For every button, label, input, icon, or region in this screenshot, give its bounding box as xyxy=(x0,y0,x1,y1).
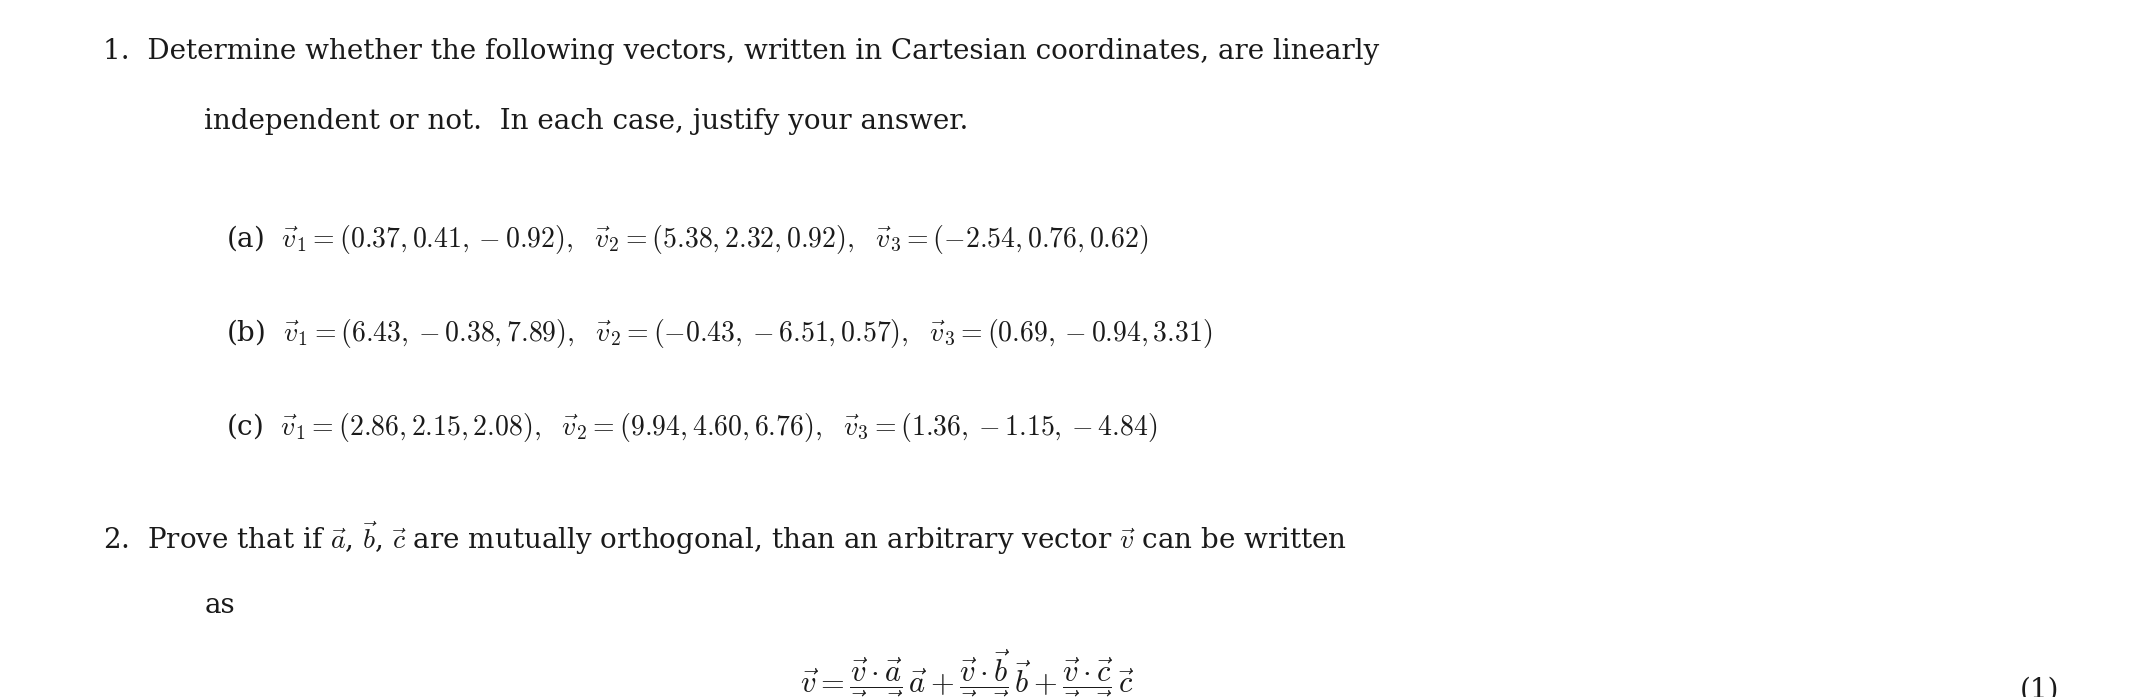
Text: 1.  Determine whether the following vectors, written in Cartesian coordinates, a: 1. Determine whether the following vecto… xyxy=(103,38,1380,66)
Text: (a)  $\vec{v}_1 = (0.37, 0.41, -0.92),\ \ \vec{v}_2 = (5.38, 2.32, 0.92),\ \ \ve: (a) $\vec{v}_1 = (0.37, 0.41, -0.92),\ \… xyxy=(226,223,1148,256)
Text: independent or not.  In each case, justify your answer.: independent or not. In each case, justif… xyxy=(204,108,970,135)
Text: (c)  $\vec{v}_1 = (2.86, 2.15, 2.08),\ \ \vec{v}_2 = (9.94, 4.60, 6.76),\ \ \vec: (c) $\vec{v}_1 = (2.86, 2.15, 2.08),\ \ … xyxy=(226,411,1157,444)
Text: as: as xyxy=(204,592,234,620)
Text: $\vec{v} = \dfrac{\vec{v} \cdot \vec{a}}{\vec{a} \cdot \vec{a}}\,\vec{a} + \dfra: $\vec{v} = \dfrac{\vec{v} \cdot \vec{a}}… xyxy=(800,648,1135,697)
Text: 2.  Prove that if $\vec{a}$, $\vec{b}$, $\vec{c}$ are mutually orthogonal, than : 2. Prove that if $\vec{a}$, $\vec{b}$, $… xyxy=(103,519,1348,557)
Text: (b)  $\vec{v}_1 = (6.43, -0.38, 7.89),\ \ \vec{v}_2 = (-0.43, -6.51, 0.57),\ \ \: (b) $\vec{v}_1 = (6.43, -0.38, 7.89),\ \… xyxy=(226,317,1213,350)
Text: (1): (1) xyxy=(2021,677,2060,697)
